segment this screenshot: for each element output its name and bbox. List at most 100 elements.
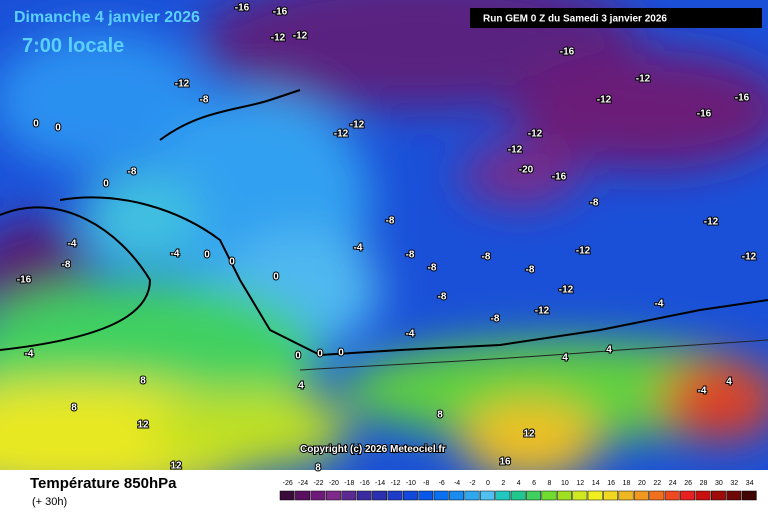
contour-label: -8 [482, 252, 491, 263]
contour-label: -4 [698, 386, 707, 397]
scale-swatch [526, 490, 542, 501]
scale-label: 22 [653, 480, 661, 487]
contour-label: 4 [726, 377, 732, 388]
contour-label: 12 [137, 420, 149, 431]
contour-label: -4 [25, 349, 34, 360]
contour-label: 0 [338, 348, 344, 359]
contour-label: 0 [204, 250, 210, 261]
scale-swatch [449, 490, 465, 501]
scale-swatch [433, 490, 449, 501]
scale-swatch [541, 490, 557, 501]
scale-label: -8 [423, 480, 429, 487]
contour-label: 12 [170, 461, 182, 472]
scale-label: -24 [298, 480, 308, 487]
scale-swatch [510, 490, 526, 501]
contour-label: 0 [103, 179, 109, 190]
contour-label: -4 [171, 249, 180, 260]
scale-swatch [633, 490, 649, 501]
contour-label: -8 [386, 216, 395, 227]
scale-label: 20 [638, 480, 646, 487]
contour-label: 4 [298, 381, 304, 392]
footer-lead: (+ 30h) [32, 496, 67, 508]
contour-label: -12 [271, 33, 286, 44]
scale-swatch [495, 490, 511, 501]
contour-label: 0 [229, 257, 235, 268]
scale-label: -22 [313, 480, 323, 487]
contour-label: -8 [62, 260, 71, 271]
scale-label: -10 [406, 480, 416, 487]
scale-label: 18 [623, 480, 631, 487]
contour-label: -12 [175, 79, 190, 90]
scale-swatch [726, 490, 742, 501]
contour-label: 12 [523, 429, 535, 440]
scale-label: -20 [329, 480, 339, 487]
scale-swatch [418, 490, 434, 501]
scale-swatch [603, 490, 619, 501]
scale-label: 4 [517, 480, 521, 487]
contour-label: -16 [235, 3, 250, 14]
contour-label: -12 [508, 145, 523, 156]
scale-label: 8 [548, 480, 552, 487]
scale-swatch [310, 490, 326, 501]
scale-label: 32 [730, 480, 738, 487]
scale-swatch [710, 490, 726, 501]
contour-label: -12 [528, 129, 543, 140]
contour-label: -12 [293, 31, 308, 42]
scale-swatch [464, 490, 480, 501]
scale-swatch [556, 490, 572, 501]
contour-label: 0 [273, 272, 279, 283]
contour-label: -16 [552, 172, 567, 183]
contour-label: -8 [590, 198, 599, 209]
scale-label: 30 [715, 480, 723, 487]
scale-label: 14 [592, 480, 600, 487]
contour-label: -8 [200, 95, 209, 106]
contour-label: -8 [128, 167, 137, 178]
scale-label: -2 [469, 480, 475, 487]
contour-labels: -16 -16-12 -12-16-12-8-12-12 -16-16-12-12 -1… [16, 2, 758, 475]
contour-label: 4 [562, 353, 568, 364]
scale-swatch [341, 490, 357, 501]
contour-label: 0 [317, 349, 323, 360]
contour-label: -4 [655, 299, 664, 310]
scale-swatch [695, 490, 711, 501]
contour-label: -4 [354, 243, 363, 254]
scale-label: -6 [439, 480, 445, 487]
contour-label: -4 [68, 239, 77, 250]
scale-swatch [387, 490, 403, 501]
scale-label: 2 [501, 480, 505, 487]
scale-label: 34 [746, 480, 754, 487]
contour-label: -8 [526, 265, 535, 276]
scale-label: 28 [700, 480, 708, 487]
contour-label: -12 [559, 285, 574, 296]
time: 7:00 locale [22, 35, 124, 57]
contour-label: -8 [428, 263, 437, 274]
scale-label: 10 [561, 480, 569, 487]
contour-label: 16 [499, 457, 511, 468]
contour-label: 0 [33, 119, 39, 130]
scale-label: 16 [607, 480, 615, 487]
contour-label: 8 [140, 376, 146, 387]
scale-swatch [479, 490, 495, 501]
scale-swatch [741, 490, 757, 501]
scale-swatch [372, 490, 388, 501]
scale-swatch [325, 490, 341, 501]
scale-label: 26 [684, 480, 692, 487]
color-scale: -26 -24 -22 -20 -18 -16 -14 -12 -10 -8 -6 -4 -2 0 2 4 6 8… [279, 480, 757, 501]
scale-swatch [572, 490, 588, 501]
scale-label: 6 [532, 480, 536, 487]
contour-label: -12 [704, 217, 719, 228]
footer-title: Température 850hPa [30, 475, 177, 492]
contour-label: -8 [438, 292, 447, 303]
contour-label: -12 [636, 74, 651, 85]
contour-label: -12 [597, 95, 612, 106]
scale-label: 0 [486, 480, 490, 487]
scale-swatch [587, 490, 603, 501]
scale-swatch [279, 490, 295, 501]
contour-label: 8 [437, 410, 443, 421]
run-info: Run GEM 0 Z du Samedi 3 janvier 2026 [483, 14, 667, 25]
contour-label: -16 [17, 275, 32, 286]
contour-label: -12 [576, 246, 591, 257]
scale-swatch [618, 490, 634, 501]
scale-label: 24 [669, 480, 677, 487]
